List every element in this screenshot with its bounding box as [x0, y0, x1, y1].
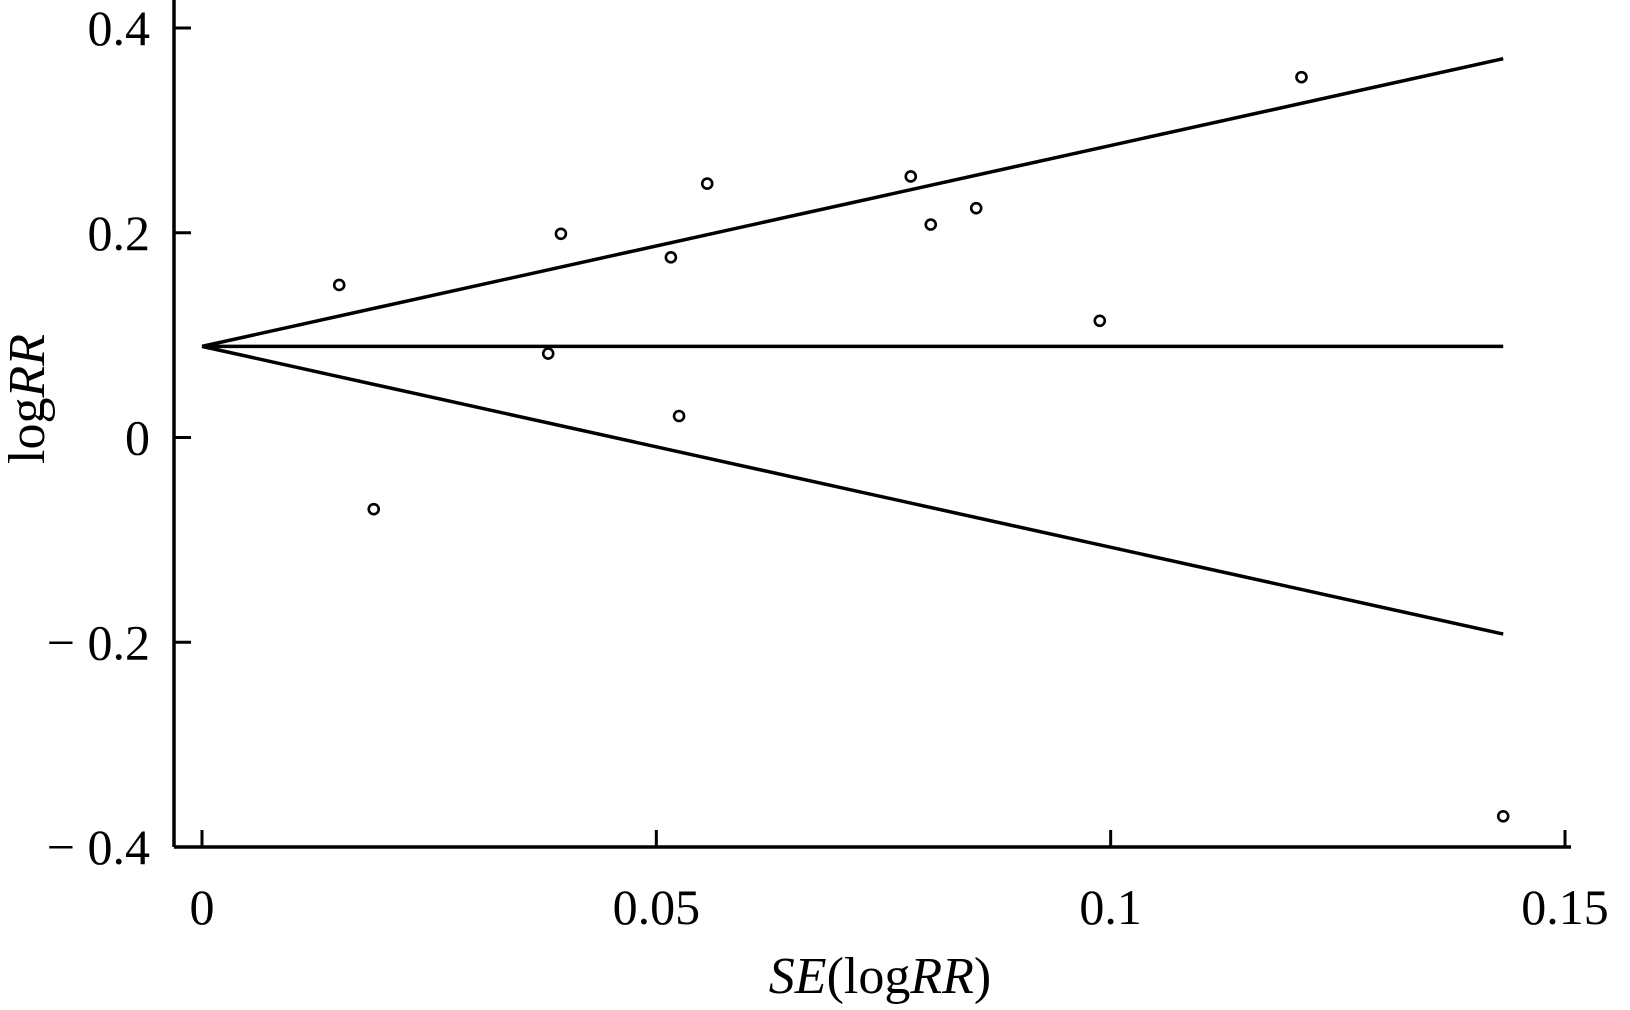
- y-tick-label: 0: [125, 410, 150, 466]
- data-point: [1295, 70, 1308, 84]
- series-line-upper-limit: [201, 57, 1504, 349]
- data-point: [541, 347, 555, 360]
- data-point: [332, 278, 346, 292]
- x-axis-ticks: 0 0.05 0.1 0.15: [190, 830, 1609, 935]
- data-point: [554, 227, 568, 241]
- data-point: [904, 170, 918, 183]
- y-tick-label: − 0.2: [47, 614, 150, 670]
- x-tick-label: 0.15: [1521, 879, 1609, 935]
- y-tick-label: 0.2: [88, 205, 151, 261]
- data-point: [1093, 314, 1107, 328]
- y-axis-title: logRR: [0, 334, 56, 464]
- funnel-lines: [201, 57, 1504, 636]
- y-axis-ticks: 0.4 0.2 0 − 0.2 − 0.4: [47, 0, 191, 875]
- y-tick-label: 0.4: [88, 0, 151, 56]
- x-tick-label: 0.05: [613, 879, 701, 935]
- data-points: [332, 70, 1510, 823]
- plot-frame: [172, 0, 1571, 849]
- x-tick-label: 0.1: [1079, 879, 1142, 935]
- y-tick-label: − 0.4: [47, 819, 150, 875]
- x-tick-label: 0: [190, 879, 215, 935]
- data-point: [700, 177, 714, 190]
- data-point: [367, 502, 381, 516]
- series-line-lower-limit: [201, 344, 1504, 636]
- data-point: [969, 201, 983, 215]
- x-axis-title: SE(logRR): [769, 948, 991, 1005]
- data-point: [924, 218, 938, 231]
- data-point: [672, 409, 686, 423]
- data-point: [1496, 809, 1510, 823]
- data-point: [664, 251, 678, 264]
